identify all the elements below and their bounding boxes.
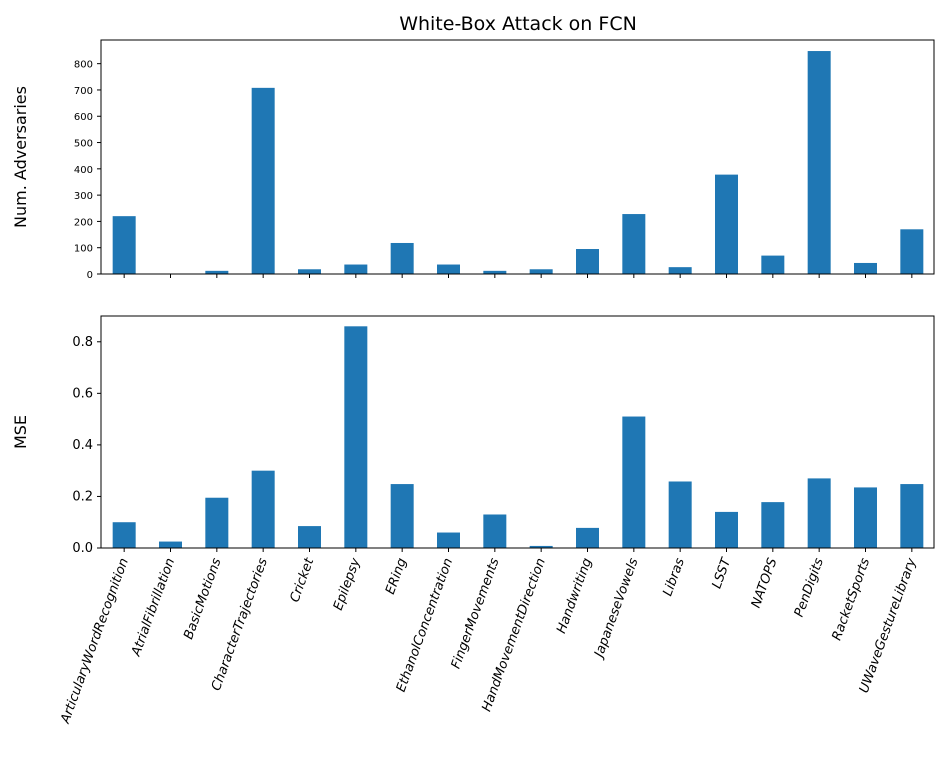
bar-mse-8 [483, 514, 507, 548]
bar-num-adversaries-6 [390, 242, 414, 274]
bar-mse-2 [205, 497, 229, 548]
axes-frame-mse [100, 315, 935, 549]
ytick-label-mse: 0.4 [72, 438, 93, 453]
bar-mse-3 [251, 470, 275, 548]
ytick-label-num-adversaries: 100 [74, 244, 93, 255]
bar-mse-13 [715, 511, 738, 548]
bar-mse-6 [390, 484, 414, 548]
panel-num-adversaries: 0 100 200 300 400 500 600 700 800 Num. Adversarie… [11, 39, 935, 281]
ytick-label-num-adversaries: 600 [74, 112, 93, 123]
bar-num-adversaries-4 [298, 269, 321, 274]
bar-num-adversaries-11 [622, 214, 646, 274]
category-label: PenDigits [792, 556, 827, 619]
bar-mse-10 [576, 527, 599, 548]
category-label: Libras [660, 556, 688, 598]
bar-num-adversaries-16 [854, 262, 877, 274]
bar-num-adversaries-7 [437, 264, 460, 274]
bar-mse-5 [344, 326, 368, 548]
ytick-label-mse: 0.8 [72, 335, 93, 350]
bar-num-adversaries-12 [668, 267, 692, 274]
category-label: ERing [383, 556, 410, 596]
category-label: BasicMotions [181, 556, 224, 641]
bar-mse-9 [529, 545, 553, 548]
y-axis-label-num-adversaries: Num. Adversaries [11, 86, 30, 228]
ytick-label-num-adversaries: 0 [87, 270, 93, 281]
bar-num-adversaries-5 [344, 264, 368, 274]
category-label: AtrialFibrillation [129, 556, 179, 659]
category-label: ArticularyWordRecognition [58, 556, 132, 726]
ytick-label-num-adversaries: 200 [74, 217, 93, 228]
bar-mse-1 [159, 541, 182, 548]
bar-mse-11 [622, 416, 646, 548]
bar-mse-12 [668, 481, 692, 548]
ytick-label-num-adversaries: 500 [74, 139, 93, 150]
category-label: Handwriting [554, 556, 595, 635]
category-label: RacketSports [830, 556, 874, 643]
ytick-label-num-adversaries: 800 [74, 60, 93, 71]
bar-mse-4 [298, 526, 321, 548]
ytick-label-mse: 0.6 [72, 386, 93, 401]
category-label: JapaneseVowels [591, 556, 642, 662]
ytick-label-mse: 0.0 [72, 541, 93, 556]
bar-mse-14 [761, 502, 785, 548]
category-label: NATOPS [749, 556, 781, 610]
chart-title: White-Box Attack on FCN [399, 13, 637, 35]
bar-num-adversaries-3 [251, 87, 275, 274]
category-labels: ArticularyWordRecognitionAtrialFibrillat… [58, 555, 920, 726]
bar-num-adversaries-10 [576, 249, 599, 274]
category-label: Cricket [287, 555, 317, 604]
ytick-label-mse: 0.2 [72, 489, 93, 504]
category-label: Epilepsy [331, 556, 364, 613]
bar-num-adversaries-0 [112, 216, 136, 274]
bar-mse-15 [807, 478, 831, 548]
bar-mse-16 [854, 487, 877, 548]
bar-num-adversaries-13 [715, 174, 738, 274]
category-label: LSST [709, 555, 734, 590]
ytick-label-num-adversaries: 700 [74, 86, 93, 97]
axes-frame-num-adversaries [100, 39, 935, 275]
ytick-label-num-adversaries: 300 [74, 191, 93, 202]
bar-num-adversaries-15 [807, 51, 831, 274]
bar-num-adversaries-8 [483, 270, 507, 274]
category-label: FingerMovements [449, 556, 503, 671]
bar-mse-7 [437, 532, 460, 548]
bar-mse-0 [112, 522, 136, 548]
bar-num-adversaries-14 [761, 255, 785, 274]
y-axis-label-mse: MSE [11, 415, 30, 449]
panel-mse: 0.0 0.2 0.4 0.6 0.8 MSE [11, 315, 935, 556]
bar-num-adversaries-9 [529, 269, 553, 274]
bar-mse-17 [900, 484, 924, 548]
bar-num-adversaries-17 [900, 229, 924, 274]
bar-num-adversaries-2 [205, 270, 229, 274]
ytick-label-num-adversaries: 400 [74, 165, 93, 176]
